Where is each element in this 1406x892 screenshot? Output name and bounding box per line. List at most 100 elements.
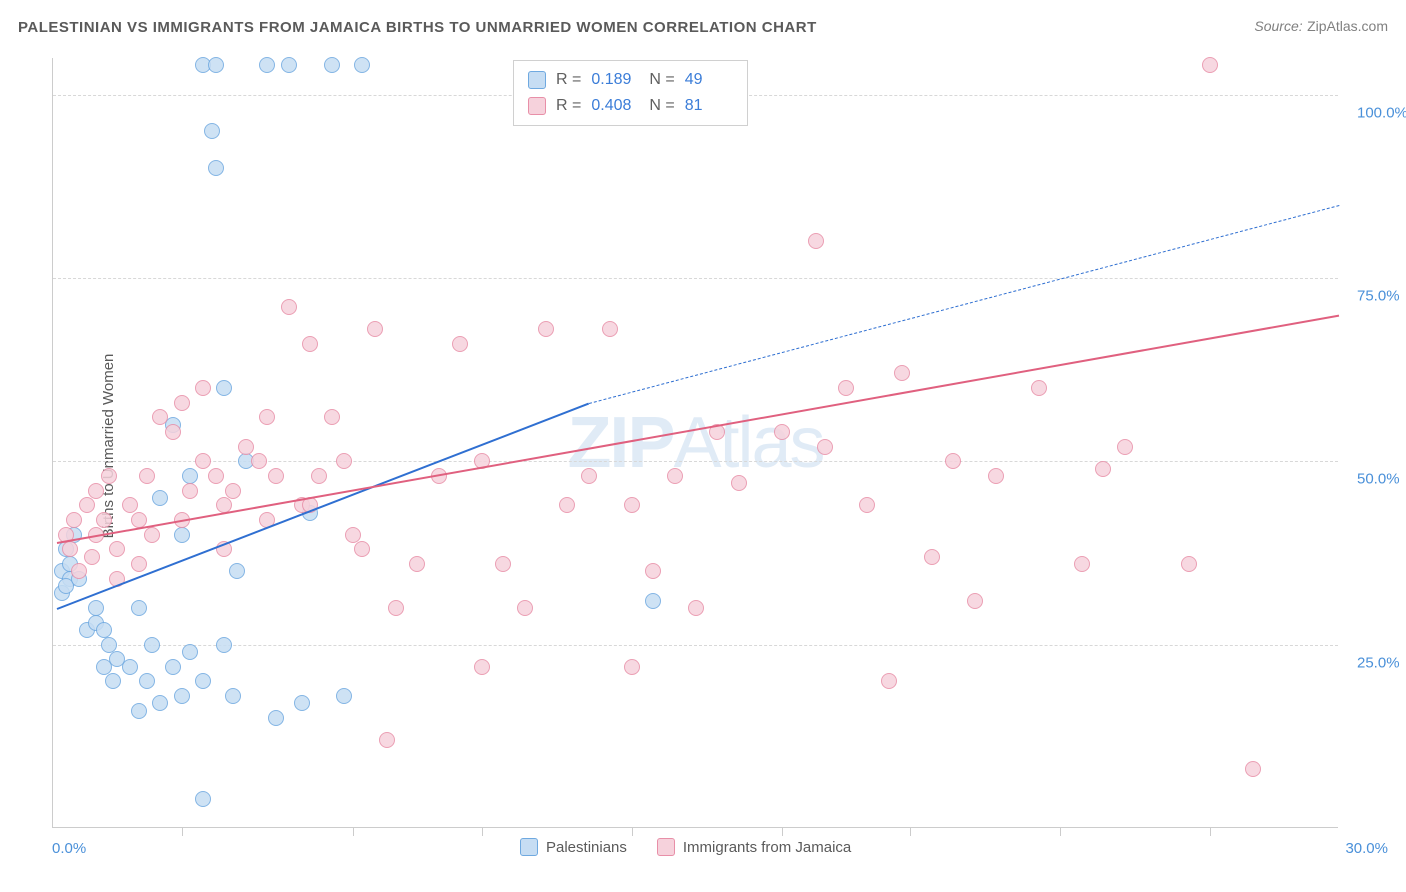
scatter-point xyxy=(195,380,211,396)
series-swatch xyxy=(528,97,546,115)
x-tick-mark xyxy=(910,828,911,836)
scatter-point xyxy=(225,688,241,704)
scatter-point xyxy=(152,695,168,711)
scatter-point xyxy=(101,637,117,653)
scatter-point xyxy=(1202,57,1218,73)
scatter-point xyxy=(84,549,100,565)
series-swatch xyxy=(528,71,546,89)
x-tick-mark xyxy=(1210,828,1211,836)
x-tick-mark xyxy=(182,828,183,836)
r-label: R = xyxy=(556,67,581,93)
scatter-point xyxy=(88,483,104,499)
scatter-point xyxy=(894,365,910,381)
scatter-point xyxy=(131,600,147,616)
scatter-point xyxy=(379,732,395,748)
scatter-point xyxy=(336,688,352,704)
scatter-point xyxy=(204,123,220,139)
scatter-point xyxy=(259,409,275,425)
scatter-point xyxy=(474,659,490,675)
scatter-point xyxy=(122,497,138,513)
scatter-point xyxy=(817,439,833,455)
scatter-point xyxy=(66,512,82,528)
scatter-point xyxy=(602,321,618,337)
scatter-point xyxy=(517,600,533,616)
scatter-point xyxy=(216,637,232,653)
scatter-point xyxy=(195,791,211,807)
source-label: Source: xyxy=(1254,18,1302,34)
scatter-point xyxy=(174,395,190,411)
x-tick-mark xyxy=(632,828,633,836)
y-tick-label: 25.0% xyxy=(1357,654,1400,671)
scatter-point xyxy=(62,541,78,557)
scatter-point xyxy=(229,563,245,579)
scatter-point xyxy=(165,424,181,440)
scatter-point xyxy=(688,600,704,616)
x-tick-label-min: 0.0% xyxy=(52,840,86,857)
scatter-point xyxy=(152,409,168,425)
scatter-point xyxy=(367,321,383,337)
scatter-point xyxy=(774,424,790,440)
scatter-point xyxy=(268,710,284,726)
x-tick-mark xyxy=(1060,828,1061,836)
scatter-point xyxy=(538,321,554,337)
scatter-point xyxy=(452,336,468,352)
scatter-point xyxy=(354,541,370,557)
scatter-point xyxy=(1031,380,1047,396)
scatter-point xyxy=(208,57,224,73)
source-value: ZipAtlas.com xyxy=(1307,18,1388,34)
n-value: 81 xyxy=(685,93,733,119)
chart-title: PALESTINIAN VS IMMIGRANTS FROM JAMAICA B… xyxy=(18,19,817,36)
scatter-point xyxy=(624,659,640,675)
legend-label: Palestinians xyxy=(546,839,627,856)
scatter-point xyxy=(645,563,661,579)
stats-row: R =0.189N =49 xyxy=(528,67,733,93)
scatter-point xyxy=(88,600,104,616)
stats-row: R =0.408N =81 xyxy=(528,93,733,119)
scatter-point xyxy=(182,468,198,484)
scatter-point xyxy=(388,600,404,616)
r-label: R = xyxy=(556,93,581,119)
source-credit: Source: ZipAtlas.com xyxy=(1254,18,1388,36)
scatter-point xyxy=(139,673,155,689)
scatter-point xyxy=(251,453,267,469)
scatter-point xyxy=(195,453,211,469)
scatter-point xyxy=(174,527,190,543)
scatter-point xyxy=(495,556,511,572)
scatter-point xyxy=(259,57,275,73)
x-tick-mark xyxy=(353,828,354,836)
scatter-point xyxy=(174,688,190,704)
scatter-point xyxy=(105,673,121,689)
scatter-point xyxy=(667,468,683,484)
scatter-point xyxy=(152,490,168,506)
n-label: N = xyxy=(649,67,674,93)
legend-item: Palestinians xyxy=(520,838,627,856)
scatter-point xyxy=(144,527,160,543)
legend-label: Immigrants from Jamaica xyxy=(683,839,851,856)
scatter-point xyxy=(182,644,198,660)
scatter-point xyxy=(208,468,224,484)
scatter-point xyxy=(71,563,87,579)
scatter-point xyxy=(268,468,284,484)
scatter-point xyxy=(924,549,940,565)
scatter-point xyxy=(1117,439,1133,455)
n-value: 49 xyxy=(685,67,733,93)
scatter-point xyxy=(559,497,575,513)
scatter-point xyxy=(581,468,597,484)
scatter-plot-area: ZIPAtlas 25.0%50.0%75.0%100.0%R =0.189N … xyxy=(52,58,1338,828)
y-tick-label: 75.0% xyxy=(1357,288,1400,305)
scatter-point xyxy=(165,659,181,675)
gridline-horizontal xyxy=(53,278,1338,279)
scatter-point xyxy=(144,637,160,653)
scatter-point xyxy=(195,673,211,689)
legend-swatch xyxy=(657,838,675,856)
scatter-point xyxy=(838,380,854,396)
scatter-point xyxy=(1095,461,1111,477)
trend-line xyxy=(57,315,1339,544)
scatter-point xyxy=(96,622,112,638)
y-tick-label: 50.0% xyxy=(1357,471,1400,488)
legend-swatch xyxy=(520,838,538,856)
scatter-point xyxy=(1181,556,1197,572)
scatter-point xyxy=(409,556,425,572)
scatter-point xyxy=(294,695,310,711)
r-value: 0.408 xyxy=(591,93,639,119)
